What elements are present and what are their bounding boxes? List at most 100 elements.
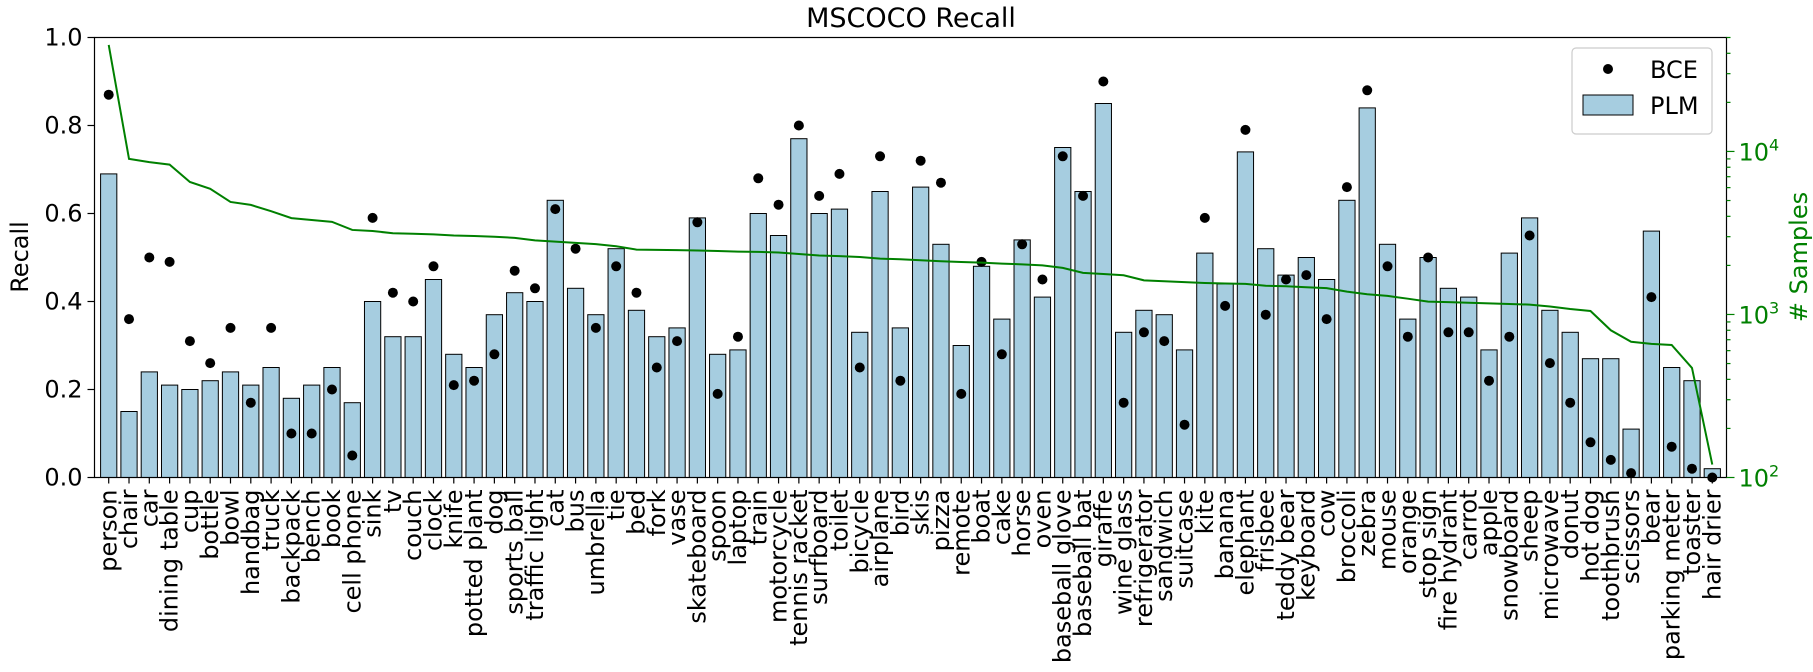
dot-sheep [1524, 230, 1535, 241]
dot-umbrella [590, 322, 601, 333]
x-tick-label: cow [1313, 490, 1341, 538]
x-tick-label: hot dog [1577, 490, 1605, 582]
x-tick-label: refrigerator [1130, 489, 1158, 627]
bar-car [140, 371, 158, 478]
dot-train [753, 173, 764, 184]
bar-boat [972, 265, 991, 478]
x-tick-label: fork [643, 489, 671, 536]
bar-stop-sign [1419, 257, 1437, 478]
dot-truck [266, 322, 277, 333]
dot-hot-dog [1585, 437, 1596, 448]
x-tick-label: sink [359, 489, 387, 537]
bar-apple [1480, 349, 1498, 478]
dot-cake [996, 349, 1007, 360]
y2-axis-ticks: 102 103 104 [1726, 36, 1780, 493]
bar-chair [120, 411, 138, 478]
dot-toothbrush [1605, 454, 1616, 465]
dot-skateboard [692, 217, 703, 228]
bar-cow [1318, 279, 1336, 478]
x-tick-label: spoon [704, 490, 732, 562]
x-tick-label: laptop [724, 490, 752, 566]
bar-teddy-bear [1277, 274, 1295, 478]
x-tick-label: potted plant [460, 490, 488, 638]
dot-sandwich [1159, 336, 1170, 347]
bar-suitcase [1175, 349, 1194, 478]
bar-cup [181, 389, 199, 478]
dot-cup [184, 336, 195, 347]
dot-tv [387, 287, 398, 298]
bar-bicycle [851, 331, 869, 478]
bar-vase [668, 327, 686, 478]
x-tick-label: traffic light [521, 490, 549, 621]
dot-vase [672, 336, 683, 347]
x-tick-label: truck [257, 489, 285, 551]
x-tick-label: tennis racket [785, 490, 813, 646]
x-tick-label: sports ball [501, 490, 529, 615]
bar-fire-hydrant [1439, 287, 1458, 478]
dot-baseball-bat [1078, 190, 1089, 201]
bar-snowboard [1500, 252, 1518, 478]
bar-dog [485, 314, 504, 479]
dot-bottle [205, 358, 216, 369]
bar-remote [952, 345, 970, 478]
x-tick-label: elephant [1231, 490, 1259, 596]
x-tick-label: person [95, 490, 123, 572]
y-tick-label: 1.0 [44, 24, 82, 52]
bar-baseball-bat [1074, 191, 1092, 478]
dot-tennis-racket [793, 120, 804, 131]
bar-oven [1033, 296, 1052, 478]
bar-baseball-glove [1054, 147, 1072, 478]
x-tick-label: motorcycle [765, 490, 793, 624]
dot-airplane [875, 151, 886, 162]
bar-clock [424, 279, 443, 478]
y2-axis-label: # Samples [1785, 192, 1813, 322]
legend-plm-swatch [1582, 94, 1634, 116]
bar-giraffe [1094, 103, 1112, 478]
x-tick-label: apple [1475, 490, 1503, 557]
y2-tick-label: 103 [1739, 298, 1780, 329]
y-tick-label: 0.2 [44, 376, 82, 404]
dot-bus [570, 243, 581, 254]
x-tick-label: cake [988, 490, 1016, 546]
dot-traffic-light [529, 283, 540, 294]
x-tick-label: oven [1028, 490, 1056, 549]
bar-surfboard [810, 213, 828, 478]
x-tick-label: mouse [1374, 490, 1402, 571]
x-tick-label: microwave [1536, 490, 1564, 621]
bar-bowl [221, 371, 240, 478]
x-tick-label: frisbee [1252, 490, 1280, 572]
x-tick-label: airplane [866, 490, 894, 588]
dot-skis [915, 155, 926, 166]
dot-car [144, 252, 155, 263]
dot-fork [651, 362, 662, 373]
bar-cell-phone [343, 402, 361, 479]
dot-orange [1402, 331, 1413, 342]
bar-skis [912, 186, 930, 478]
dot-zebra [1362, 85, 1373, 96]
x-tick-label: orange [1394, 490, 1422, 574]
bar-dining-table [160, 384, 179, 479]
bar-couch [404, 336, 422, 479]
dot-clock [428, 261, 439, 272]
dot-baseball-glove [1057, 151, 1068, 162]
dot-cat [550, 204, 561, 215]
x-tick-label: toothbrush [1597, 490, 1625, 621]
dot-spoon [712, 388, 723, 399]
x-tick-label: pizza [927, 490, 955, 552]
bar-motorcycle [769, 235, 788, 478]
dot-sink [367, 212, 378, 223]
dot-bear [1646, 292, 1657, 303]
x-tick-label: bird [886, 490, 914, 537]
legend-plm-label: PLM [1650, 92, 1699, 120]
bar-frisbee [1257, 248, 1275, 478]
dot-donut [1565, 397, 1576, 408]
bar-mouse [1378, 243, 1397, 478]
bar-pizza [932, 243, 950, 478]
x-tick-label: bear [1637, 489, 1665, 544]
x-tick-label: bowl [217, 490, 245, 546]
dot-knife [448, 380, 459, 391]
dot-banana [1220, 300, 1231, 311]
bar-sports-ball [506, 292, 524, 479]
bar-bed [627, 309, 646, 478]
